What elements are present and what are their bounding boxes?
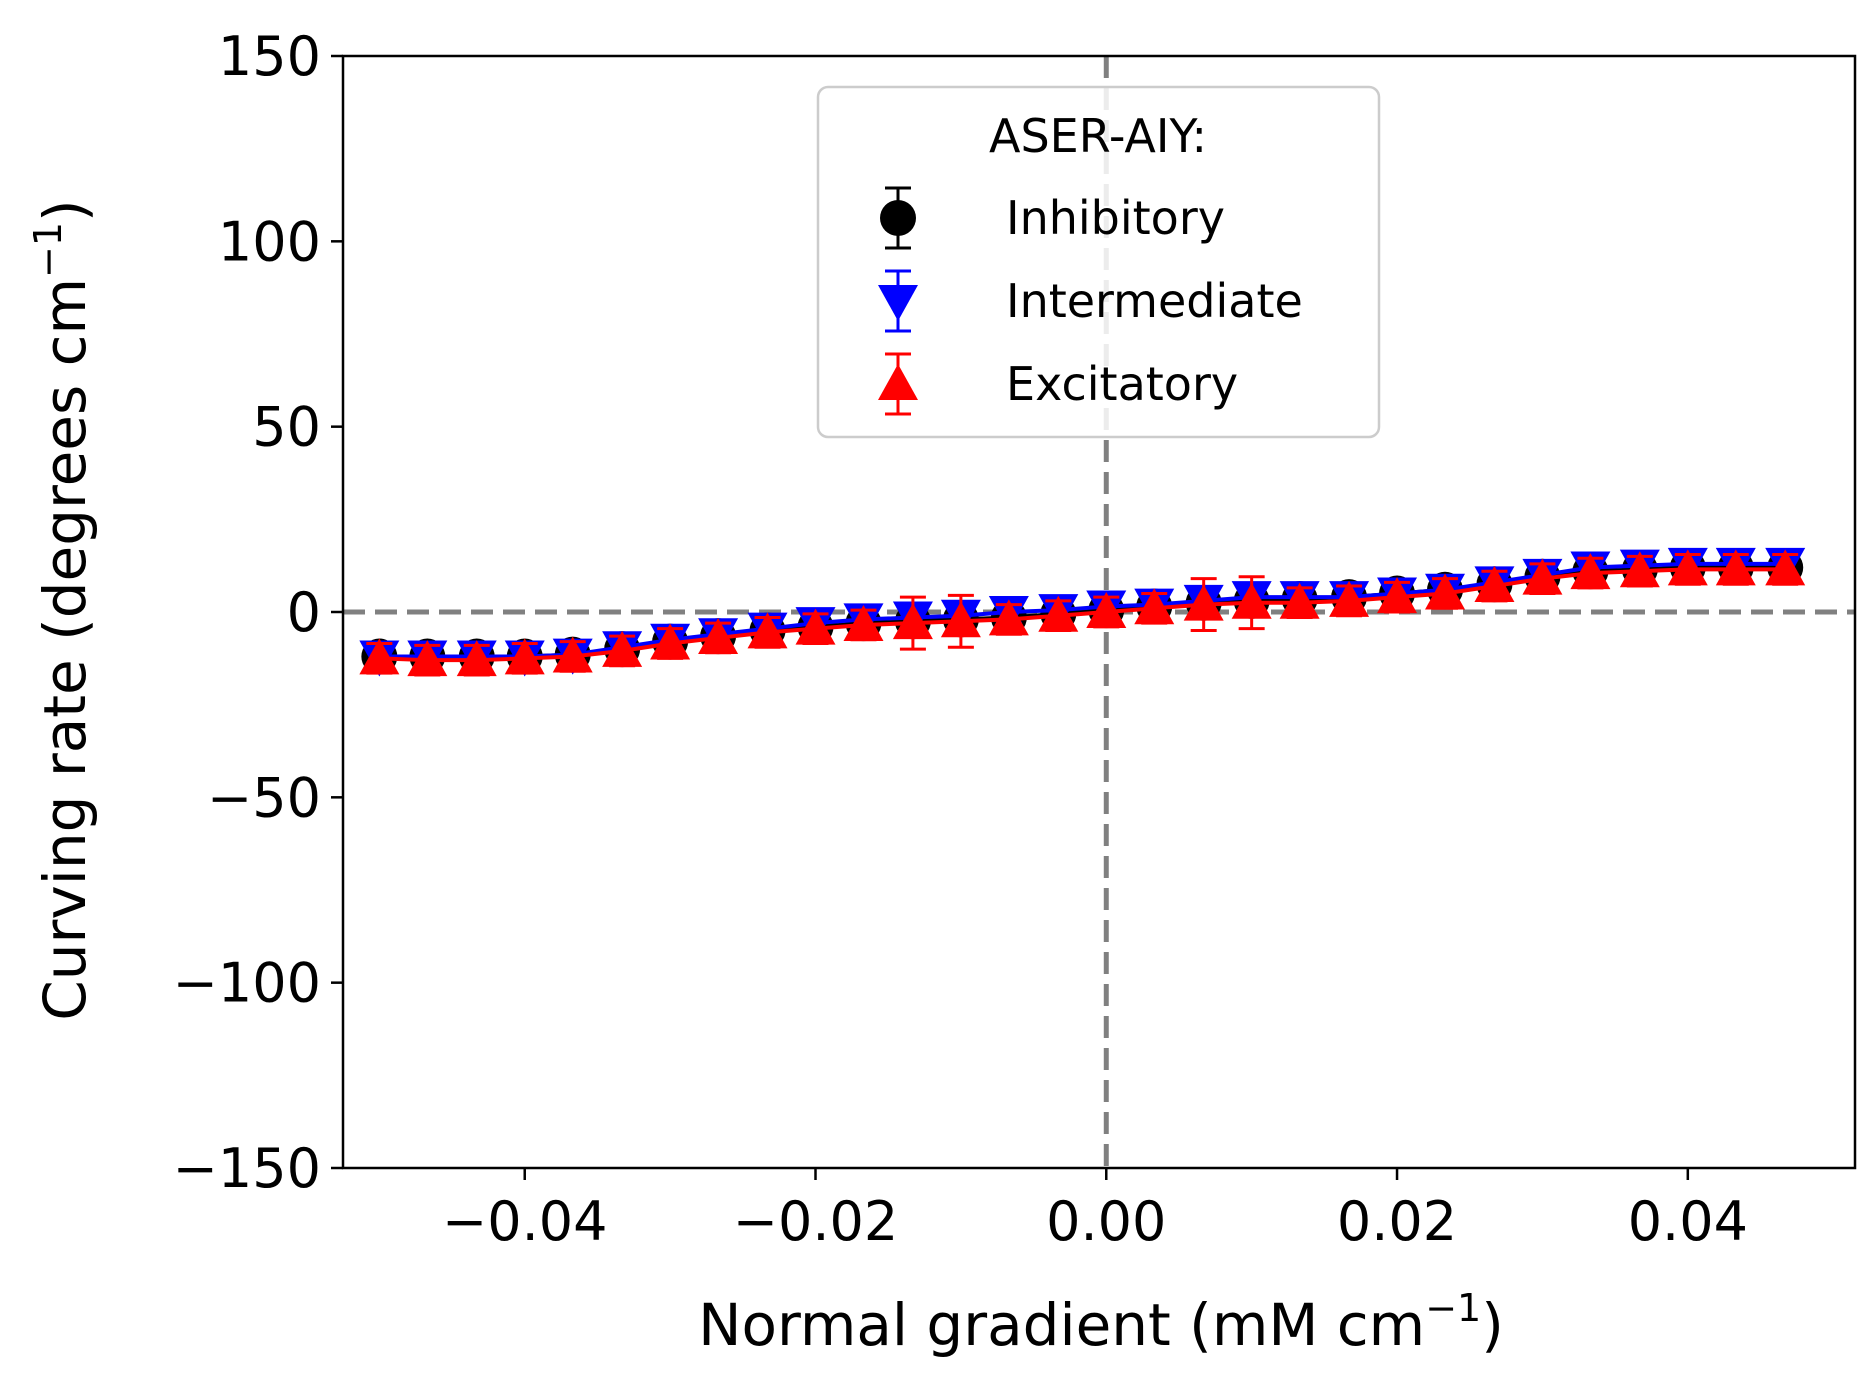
legend-marker-intermediate	[878, 285, 918, 321]
data-point-excitatory	[359, 638, 400, 675]
legend-entry-inhibitory: Inhibitory	[880, 186, 1225, 250]
data-point-excitatory	[1038, 595, 1079, 632]
data-point-excitatory	[988, 599, 1029, 636]
data-point-excitatory	[698, 617, 739, 654]
data-point-excitatory	[1715, 549, 1756, 586]
x-tick-label: 0.00	[1046, 1190, 1166, 1253]
y-tick-label: −50	[207, 766, 321, 829]
data-point-excitatory	[1231, 582, 1272, 619]
x-axis-label: Normal gradient (mM cm−1)	[698, 1286, 1504, 1359]
legend: ASER-AIY: Inhibitory Intermediate Excitato…	[816, 85, 1381, 439]
y-tick-label: −150	[173, 1137, 321, 1200]
y-tick-label: 50	[252, 396, 321, 459]
data-point-excitatory	[407, 640, 448, 677]
data-point-excitatory	[504, 638, 545, 675]
data-point-excitatory	[1183, 584, 1224, 621]
y-tick-label: 100	[218, 210, 321, 273]
y-axis-label: Curving rate (degrees cm−1)	[26, 199, 99, 1020]
data-point-excitatory	[1570, 553, 1611, 590]
legend-label-intermediate: Intermediate	[1006, 274, 1303, 328]
legend-entry-excitatory: Excitatory	[878, 352, 1238, 416]
data-point-excitatory	[892, 603, 933, 640]
y-tick-label: −100	[173, 952, 321, 1015]
legend-entries: Inhibitory Intermediate Excitatory	[878, 186, 1303, 416]
data-point-excitatory	[1522, 558, 1563, 595]
data-point-excitatory	[1086, 592, 1127, 628]
data-point-excitatory	[1474, 566, 1515, 603]
data-point-excitatory	[1667, 549, 1708, 586]
data-point-excitatory	[1134, 588, 1175, 625]
data-point-excitatory	[602, 630, 643, 667]
data-point-excitatory	[795, 608, 836, 645]
data-point-excitatory	[1765, 549, 1806, 586]
legend-marker-inhibitory	[880, 200, 916, 236]
data-point-excitatory	[1619, 551, 1660, 588]
x-axis: −0.04 −0.02 0.00 0.02 0.04	[442, 1168, 1748, 1253]
y-tick-label: 0	[287, 581, 321, 644]
y-tick-label: 150	[218, 25, 321, 88]
data-point-excitatory	[456, 640, 497, 677]
series-layer	[359, 547, 1806, 677]
data-point-excitatory	[940, 601, 981, 638]
legend-label-excitatory: Excitatory	[1006, 357, 1238, 411]
data-point-excitatory	[843, 604, 884, 641]
x-tick-label: 0.02	[1337, 1190, 1457, 1253]
data-point-excitatory	[1329, 580, 1370, 617]
data-point-excitatory	[650, 623, 691, 660]
data-point-excitatory	[552, 636, 593, 673]
legend-marker-excitatory	[878, 364, 918, 400]
x-tick-label: −0.04	[442, 1190, 607, 1253]
data-point-excitatory	[1377, 577, 1418, 614]
y-axis: 150 100 50 0 −50 −100 −150	[173, 25, 343, 1200]
data-point-excitatory	[1279, 582, 1320, 619]
legend-title: ASER-AIY:	[989, 109, 1207, 163]
data-point-excitatory	[1425, 573, 1466, 610]
x-tick-label: −0.02	[733, 1190, 898, 1253]
data-point-excitatory	[747, 612, 788, 649]
series-excitatory	[359, 549, 1806, 677]
legend-box	[816, 85, 1381, 439]
legend-label-inhibitory: Inhibitory	[1006, 191, 1225, 245]
legend-entry-intermediate: Intermediate	[878, 269, 1303, 333]
x-tick-label: 0.04	[1628, 1190, 1748, 1253]
